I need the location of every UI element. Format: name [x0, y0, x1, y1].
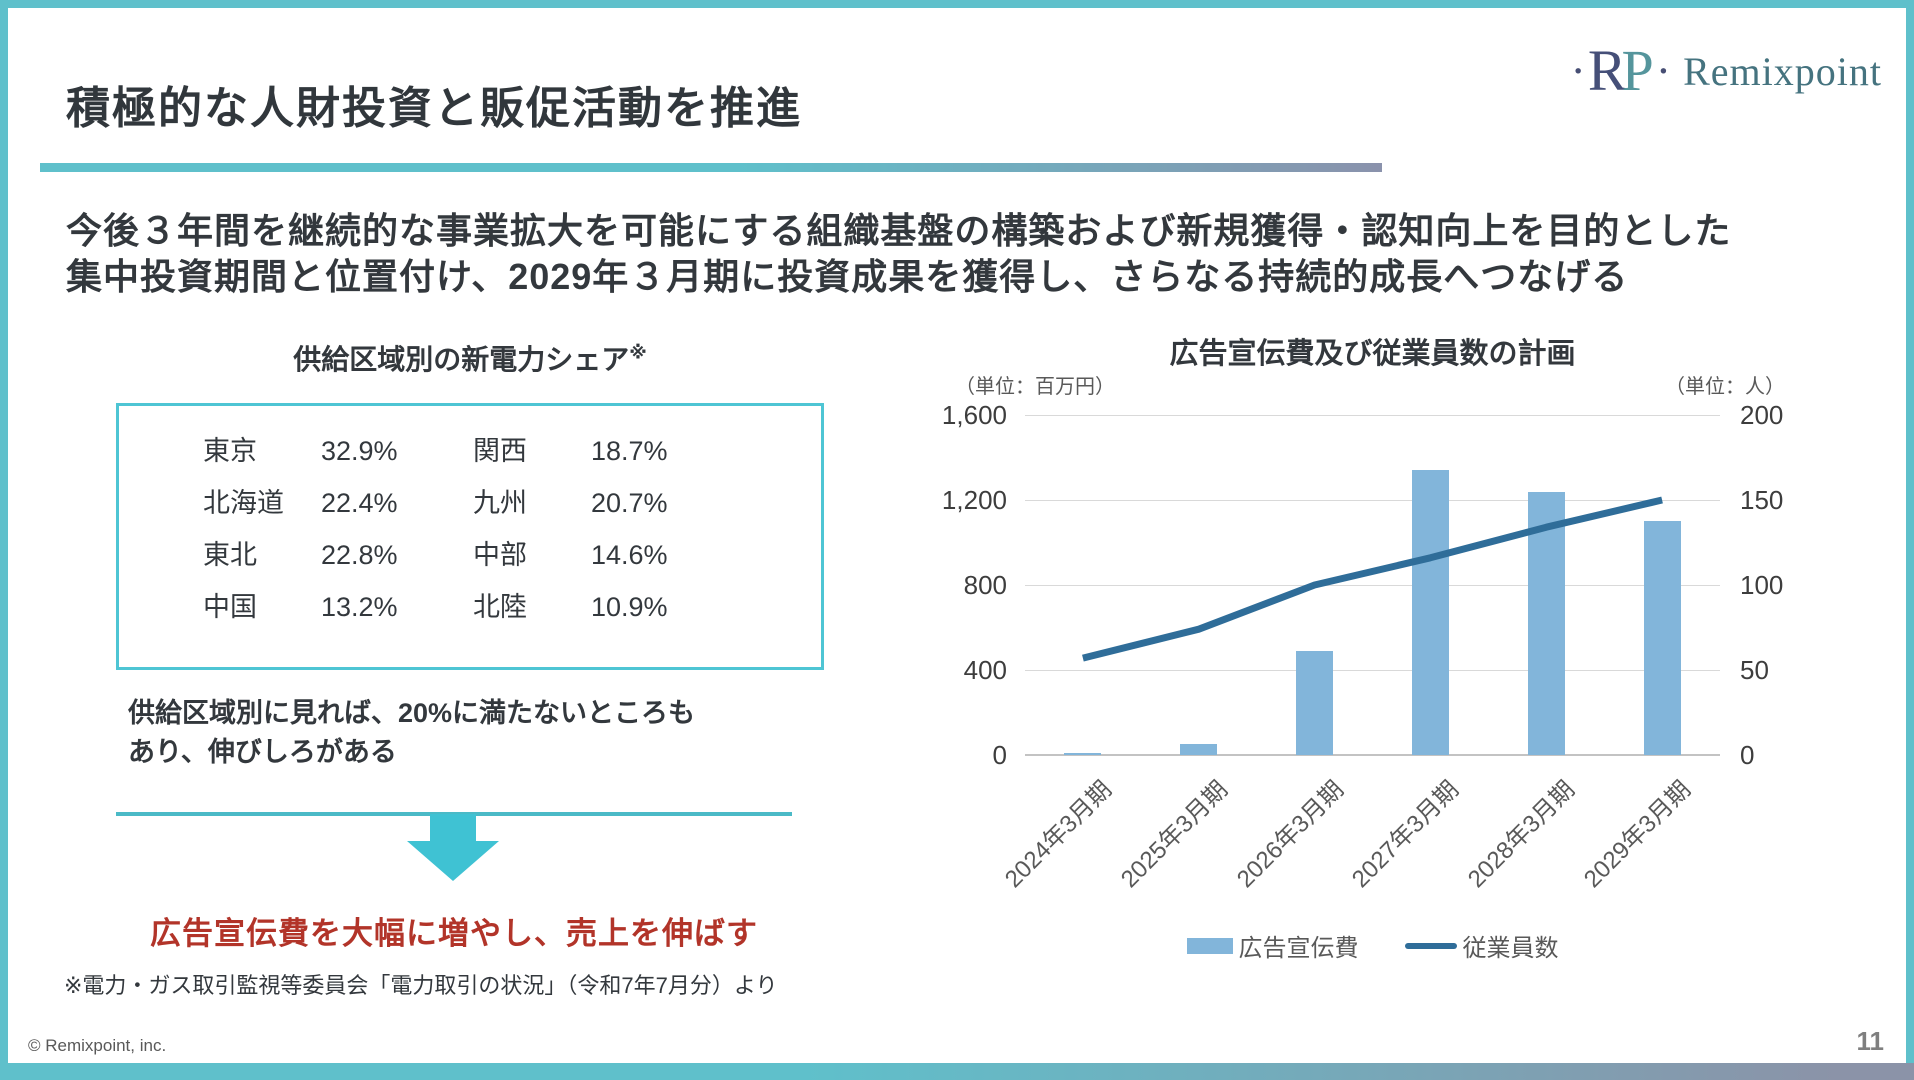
emphasis-statement: 広告宣伝費を大幅に増やし、売上を伸ばす	[150, 916, 758, 951]
left-axis-tick: 1,600	[941, 400, 1007, 430]
chart-title: 広告宣伝費及び従業員数の計画	[1169, 338, 1576, 370]
share-note-line-2: あり、伸びしろがある	[128, 737, 397, 767]
ad-expense-bar	[1180, 744, 1218, 755]
right-axis-tick: 100	[1740, 570, 1784, 600]
chart-plot: 1,600 200 1,200 150 800 100 400 50 0 0 2024年3月期 202…	[942, 401, 1783, 893]
left-axis-tick: 800	[963, 570, 1007, 600]
left-axis-tick: 1,200	[941, 485, 1007, 515]
ad-expense-bar	[1643, 521, 1681, 755]
share-region: 北海道	[203, 488, 284, 518]
lead-line-1: 今後３年間を継続的な事業拡大を可能にする組織基盤の構築および新規獲得・認知向上を…	[66, 210, 1732, 251]
legend-line-swatch	[1404, 942, 1457, 949]
title-underline-rule	[40, 163, 1382, 172]
right-axis-tick: 50	[1740, 655, 1769, 685]
share-region: 関西	[473, 436, 527, 466]
share-panel-title-text: 供給区域別の新電力シェア	[293, 344, 630, 375]
share-value: 14.6%	[591, 540, 668, 570]
share-panel-title-note-mark: ※	[629, 342, 647, 363]
ad-expense-bar	[1064, 752, 1102, 755]
logo-wordmark: Remixpoint	[1683, 48, 1882, 94]
down-arrow-icon	[430, 814, 476, 841]
share-value: 22.8%	[321, 540, 398, 570]
lead-paragraph: 今後３年間を継続的な事業拡大を可能にする組織基盤の構築および新規獲得・認知向上を…	[66, 208, 1731, 300]
page-number: 11	[1856, 1026, 1885, 1056]
share-region: 北陸	[473, 592, 527, 622]
frame-bottom-border	[0, 1063, 1914, 1080]
employee-count-line	[1082, 496, 1663, 662]
logo-p-mark: P	[1621, 38, 1654, 103]
gridline	[1025, 585, 1720, 586]
frame-left-border	[0, 0, 8, 1080]
share-region: 九州	[473, 488, 527, 518]
share-value: 13.2%	[321, 592, 398, 622]
gridline	[1025, 415, 1720, 416]
share-region: 中国	[203, 592, 257, 622]
left-axis-tick: 0	[992, 740, 1007, 770]
right-axis-tick: 150	[1740, 485, 1784, 515]
source-footnote: ※電力・ガス取引監視等委員会「電力取引の状況」（令和7年7月分）より	[64, 973, 778, 998]
share-region: 東京	[203, 436, 257, 466]
left-axis-tick: 400	[963, 655, 1007, 685]
share-value: 22.4%	[321, 488, 398, 518]
legend-bar-label: 広告宣伝費	[1238, 935, 1359, 962]
share-note-line-1: 供給区域別に見れば、20%に満たないところも	[128, 698, 696, 728]
logo-r-mark: R	[1587, 38, 1627, 103]
ad-expense-bar	[1296, 650, 1334, 755]
right-axis-tick: 200	[1740, 400, 1784, 430]
share-value: 10.9%	[591, 592, 668, 622]
share-table: 東京 32.9% 関西 18.7% 北海道 22.4% 九州 20.7% 東北 22.8% 中部 14…	[119, 406, 821, 624]
gridline	[1025, 500, 1720, 501]
share-value: 18.7%	[591, 436, 668, 466]
right-axis-tick: 0	[1740, 740, 1755, 770]
chart-legend: 広告宣伝費 従業員数	[1025, 928, 1720, 963]
down-arrow-icon	[407, 841, 499, 881]
legend-bar-swatch	[1186, 937, 1233, 954]
ad-expense-bar	[1411, 470, 1449, 755]
x-axis-baseline	[1025, 754, 1720, 756]
legend-line-label: 従業員数	[1462, 935, 1559, 962]
frame-right-border	[1906, 0, 1914, 1080]
share-region: 東北	[203, 540, 257, 570]
left-axis-unit-label: （単位：百万円）	[955, 376, 1115, 398]
share-table-box: 東京 32.9% 関西 18.7% 北海道 22.4% 九州 20.7% 東北 22.8% 中部 14…	[116, 403, 824, 670]
share-region: 中部	[473, 540, 527, 570]
logo-dot-icon: ·	[1655, 45, 1672, 96]
right-axis-unit-label: （単位：人）	[1665, 376, 1785, 398]
share-panel-title: 供給区域別の新電力シェア※	[116, 338, 824, 378]
share-value: 32.9%	[321, 436, 398, 466]
copyright-text: © Remixpoint, inc.	[28, 1036, 167, 1055]
ad-expense-bar	[1527, 491, 1565, 755]
remixpoint-logo: · R P · Remixpoint	[1569, 42, 1883, 100]
share-note: 供給区域別に見れば、20%に満たないところも あり、伸びしろがある	[128, 694, 695, 772]
gridline	[1025, 670, 1720, 671]
lead-line-2: 集中投資期間と位置付け、2029年３月期に投資成果を獲得し、さらなる持続的成長へ…	[66, 256, 1629, 297]
share-value: 20.7%	[591, 488, 668, 518]
page-title: 積極的な人財投資と販促活動を推進	[66, 84, 802, 133]
frame-top-border	[0, 0, 1914, 8]
logo-dot-icon: ·	[1570, 45, 1586, 96]
